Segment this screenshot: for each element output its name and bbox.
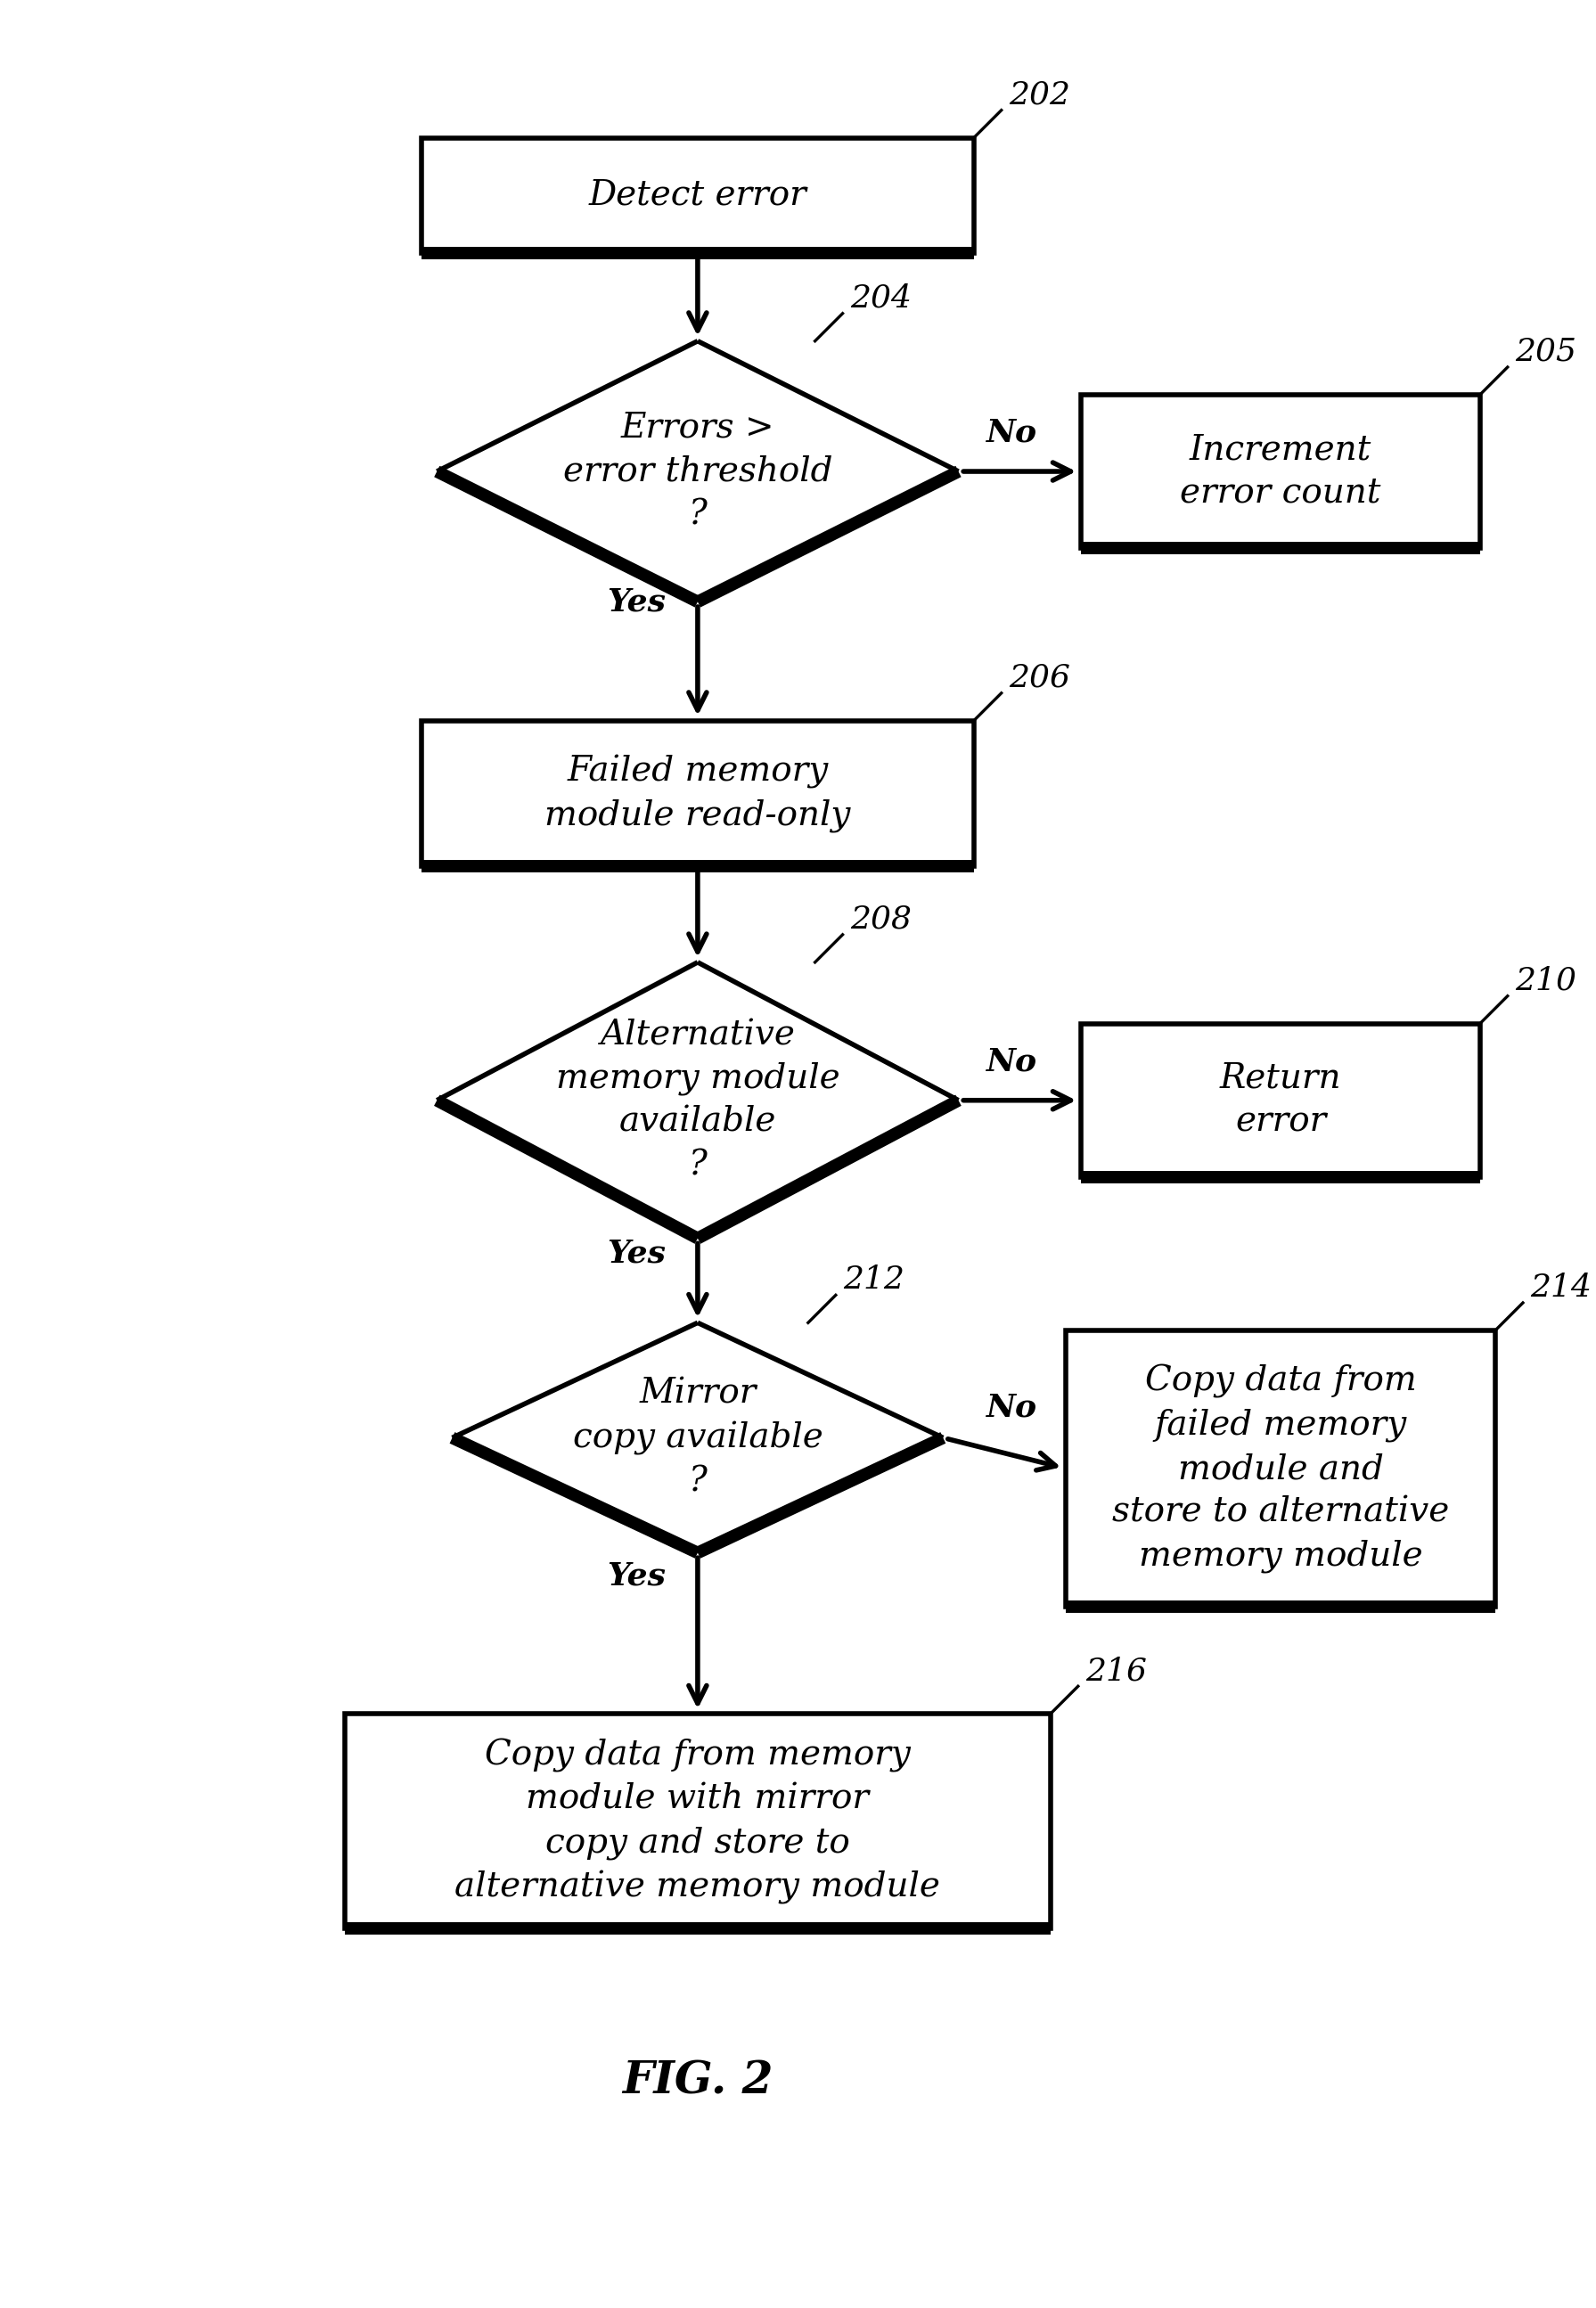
FancyBboxPatch shape [421, 138, 974, 254]
FancyBboxPatch shape [1080, 1025, 1479, 1177]
Text: Copy data from memory
module with mirror
copy and store to
alternative memory mo: Copy data from memory module with mirror… [455, 1738, 940, 1904]
Text: Increment
error count: Increment error count [1179, 434, 1381, 510]
Text: 210: 210 [1515, 965, 1577, 997]
Text: Failed memory
module read-only: Failed memory module read-only [544, 755, 851, 833]
Text: No: No [986, 1048, 1037, 1078]
Text: 208: 208 [851, 905, 911, 935]
FancyBboxPatch shape [1066, 1329, 1495, 1606]
Text: Errors >
error threshold
?: Errors > error threshold ? [563, 411, 833, 531]
Text: Detect error: Detect error [589, 178, 806, 212]
Text: 216: 216 [1085, 1655, 1148, 1687]
Text: 202: 202 [1009, 81, 1071, 111]
FancyBboxPatch shape [421, 720, 974, 866]
Text: Mirror
copy available
?: Mirror copy available ? [573, 1378, 824, 1498]
Text: Yes: Yes [606, 1239, 666, 1269]
Text: 212: 212 [843, 1265, 905, 1295]
Text: 205: 205 [1515, 337, 1577, 367]
Text: Return
error: Return error [1219, 1062, 1341, 1138]
Text: Copy data from
failed memory
module and
store to alternative
memory module: Copy data from failed memory module and … [1112, 1364, 1449, 1572]
Text: No: No [986, 418, 1037, 448]
Text: 214: 214 [1531, 1272, 1593, 1302]
Text: 206: 206 [1009, 662, 1071, 692]
Text: FIG. 2: FIG. 2 [622, 2061, 772, 2105]
Text: No: No [986, 1392, 1037, 1422]
Text: Alternative
memory module
available
?: Alternative memory module available ? [555, 1018, 839, 1182]
Text: 204: 204 [851, 284, 911, 314]
Text: Yes: Yes [606, 1560, 666, 1590]
FancyBboxPatch shape [1080, 395, 1479, 547]
FancyBboxPatch shape [345, 1715, 1050, 1929]
Text: Yes: Yes [606, 586, 666, 616]
